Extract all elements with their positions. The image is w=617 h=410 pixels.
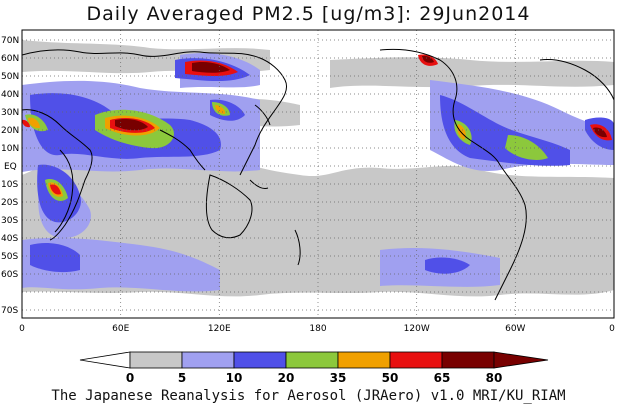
lat-label: 60N xyxy=(1,54,19,64)
longitude-labels: 0 60E 120E 180 120W 60W 0 xyxy=(19,324,615,334)
map-title: Daily Averaged PM2.5 [ug/m3]: 29Jun2014 xyxy=(86,3,531,25)
lon-label: 120E xyxy=(208,324,231,334)
concentration-field xyxy=(22,30,614,318)
lat-label: 70S xyxy=(1,306,18,316)
grid-lines xyxy=(22,30,614,318)
colorbar-tick: 10 xyxy=(226,371,243,385)
lat-label: 10N xyxy=(1,144,19,154)
lon-label: 0 xyxy=(609,324,615,334)
colorbar-tick: 50 xyxy=(382,371,399,385)
colorbar-segment xyxy=(285,351,339,369)
colorbar-tick: 35 xyxy=(330,371,347,385)
level-80-plus xyxy=(115,55,607,138)
lon-label: 60E xyxy=(112,324,129,334)
map-frame xyxy=(21,29,615,319)
colorbar-tick: 0 xyxy=(126,371,134,385)
lat-label: 20S xyxy=(1,198,18,208)
lat-label: 30N xyxy=(1,108,19,118)
colorbar-tick: 65 xyxy=(434,371,451,385)
lat-label: 50S xyxy=(1,252,18,262)
lat-label: 70N xyxy=(1,36,19,46)
colorbar-segment xyxy=(181,351,235,369)
lon-label: 0 xyxy=(19,324,25,334)
lat-label: 40N xyxy=(1,90,19,100)
lat-label: EQ xyxy=(4,162,17,172)
lon-label: 60W xyxy=(505,324,525,334)
colorbar-arrow-left xyxy=(79,351,131,369)
colorbar-segment xyxy=(389,351,443,369)
colorbar-tick: 80 xyxy=(486,371,503,385)
lon-label: 120W xyxy=(404,324,430,334)
colorbar-tick: 20 xyxy=(278,371,295,385)
colorbar-segment xyxy=(233,351,287,369)
lat-label: 60S xyxy=(1,270,18,280)
lat-label: 40S xyxy=(1,234,18,244)
colorbar-segment xyxy=(337,351,391,369)
colorbar-arrow-right xyxy=(493,351,549,369)
colorbar-segment xyxy=(441,351,495,369)
lat-label: 20N xyxy=(1,126,19,136)
lat-label: 10S xyxy=(1,180,18,190)
colorbar-tick: 5 xyxy=(178,371,186,385)
colorbar-segment xyxy=(129,351,183,369)
lon-label: 180 xyxy=(309,324,326,334)
coastlines xyxy=(22,48,614,301)
lat-label: 50N xyxy=(1,72,19,82)
lat-label: 30S xyxy=(1,216,18,226)
footer-credit: The Japanese Reanalysis for Aerosol (JRA… xyxy=(51,388,566,404)
latitude-labels: 70N 60N 50N 40N 30N 20N 10N EQ 10S 20S 3… xyxy=(1,36,19,316)
colorbar: 0 5 10 20 35 50 65 80 xyxy=(79,351,549,385)
